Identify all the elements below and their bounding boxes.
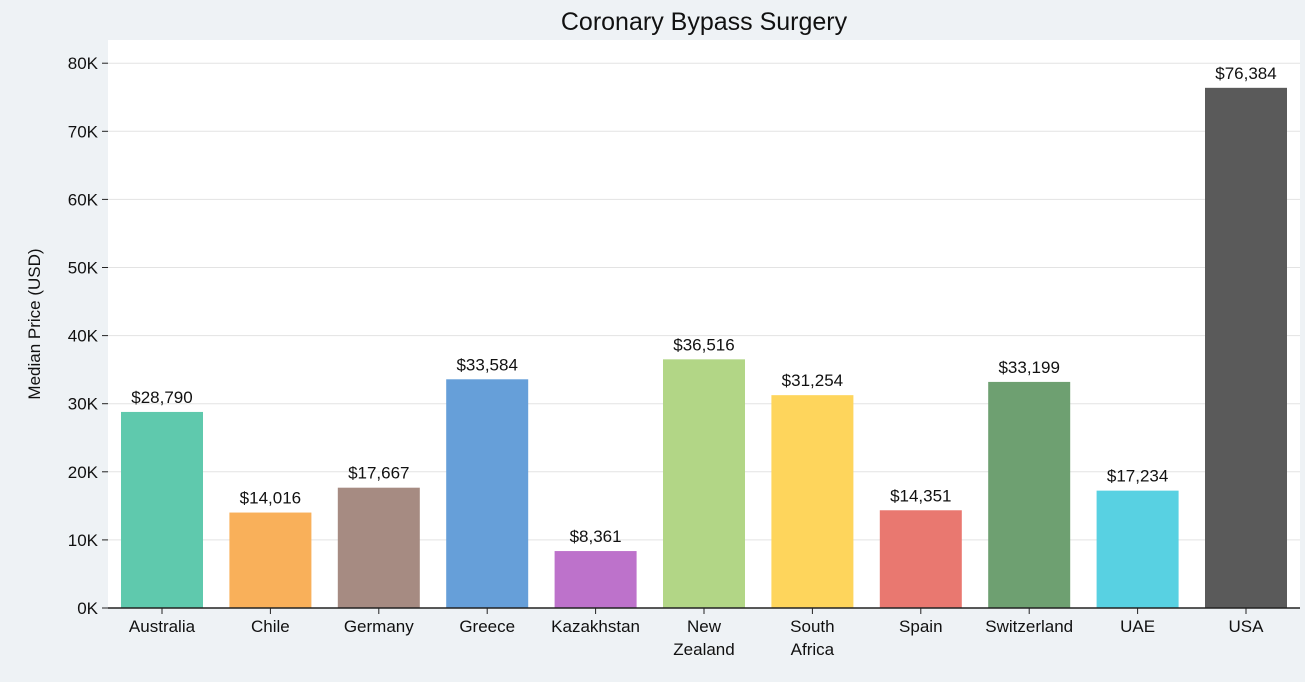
y-tick-label: 40K bbox=[68, 327, 99, 346]
data-label: $33,584 bbox=[456, 355, 517, 374]
x-tick-label: UAE bbox=[1120, 617, 1155, 636]
bar bbox=[771, 395, 854, 608]
data-label: $31,254 bbox=[782, 371, 843, 390]
bar bbox=[663, 359, 745, 608]
x-tick-label: USA bbox=[1229, 617, 1265, 636]
bar bbox=[988, 381, 1071, 608]
bar bbox=[1096, 490, 1179, 608]
data-label: $17,667 bbox=[348, 464, 409, 483]
data-label: $14,016 bbox=[240, 489, 301, 508]
x-tick-label: Greece bbox=[459, 617, 515, 636]
bar bbox=[879, 510, 962, 608]
x-tick-label: Spain bbox=[899, 617, 942, 636]
x-tick-label: South Africa bbox=[790, 617, 834, 659]
bar bbox=[229, 512, 312, 608]
y-tick-label: 10K bbox=[68, 531, 99, 550]
data-label: $36,516 bbox=[673, 335, 734, 354]
data-label: $8,361 bbox=[570, 527, 622, 546]
data-label: $33,199 bbox=[998, 358, 1059, 377]
bar bbox=[1205, 87, 1287, 609]
x-tick-label: Switzerland bbox=[985, 617, 1073, 636]
data-label: $17,234 bbox=[1107, 467, 1168, 486]
y-tick-label: 80K bbox=[68, 54, 99, 73]
y-tick-label: 0K bbox=[77, 599, 98, 618]
x-tick-label: Germany bbox=[344, 617, 414, 636]
y-axis-label: Median Price (USD) bbox=[25, 248, 44, 399]
data-label: $28,790 bbox=[131, 388, 192, 407]
y-axis-ticks: 0K 10K 20K 30K 40K 50K 60K 70K 80K bbox=[68, 54, 108, 618]
x-tick-label: Chile bbox=[251, 617, 290, 636]
bar bbox=[121, 411, 203, 608]
x-tick-label: Australia bbox=[129, 617, 196, 636]
y-tick-label: 20K bbox=[68, 463, 99, 482]
bar bbox=[554, 551, 637, 608]
data-labels: $28,790 $14,016 $17,667 $33,584 $8,361 $36,51… bbox=[131, 64, 1276, 546]
bar bbox=[337, 487, 420, 608]
y-tick-label: 50K bbox=[68, 259, 99, 278]
x-tick-label: Kazakhstan bbox=[551, 617, 640, 636]
data-label: $14,351 bbox=[890, 486, 951, 505]
bar bbox=[446, 379, 529, 608]
y-tick-label: 30K bbox=[68, 395, 99, 414]
bars bbox=[121, 87, 1287, 609]
x-axis-ticks: Australia Chile Germany Greece Kazakhstan New… bbox=[129, 608, 1264, 659]
chart-title: Coronary Bypass Surgery bbox=[561, 8, 848, 36]
y-tick-label: 60K bbox=[68, 190, 99, 209]
y-tick-label: 70K bbox=[68, 122, 99, 141]
data-label: $76,384 bbox=[1215, 64, 1276, 83]
x-tick-label: New Zealand bbox=[673, 617, 734, 659]
